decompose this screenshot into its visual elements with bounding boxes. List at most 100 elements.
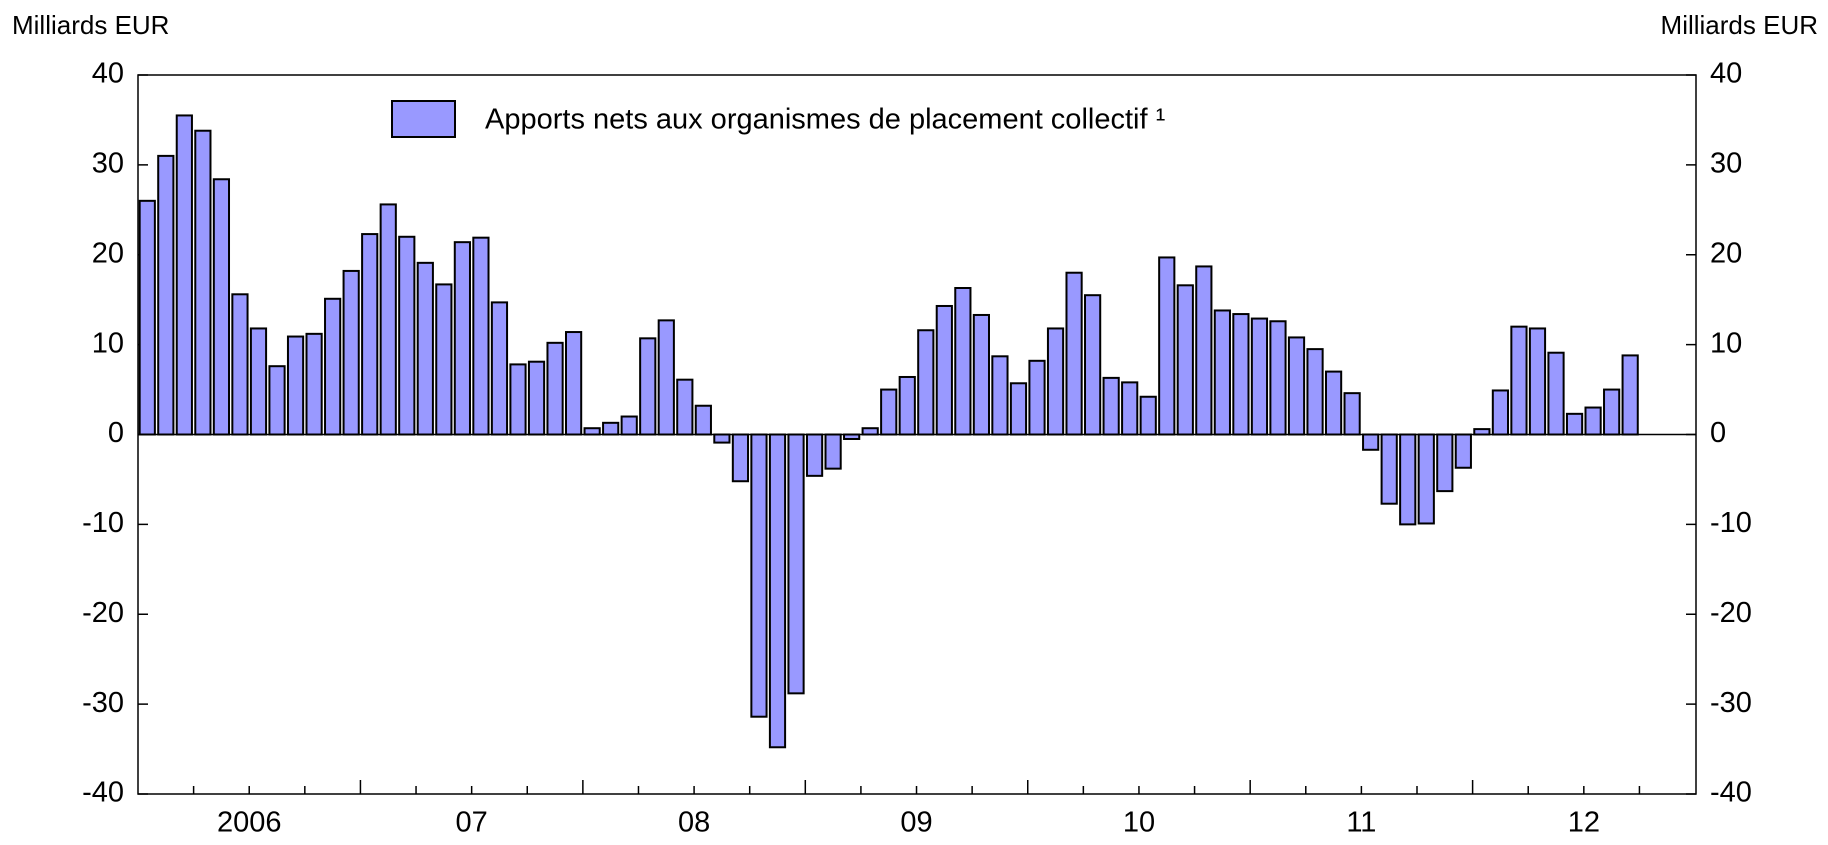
y-tick-label: -30 — [82, 687, 124, 719]
bar — [991, 355, 1009, 436]
bar — [472, 236, 490, 436]
bar — [1417, 433, 1435, 525]
bar — [1324, 370, 1343, 436]
y2-tick-label: 0 — [1710, 417, 1726, 449]
y-tick-label: -20 — [82, 597, 124, 629]
y2-axis-label: Milliards EUR — [1661, 10, 1818, 40]
bar — [1195, 265, 1213, 436]
bar — [565, 331, 583, 436]
bar — [1065, 271, 1083, 436]
bar — [1287, 336, 1306, 436]
bar — [1306, 348, 1324, 436]
bar — [1399, 433, 1417, 526]
bar — [1139, 395, 1157, 436]
legend-label: Apports nets aux organismes de placement… — [485, 104, 1166, 136]
bar — [324, 297, 342, 436]
legend-swatch — [391, 100, 456, 138]
bar — [1584, 406, 1602, 436]
bar — [416, 261, 434, 436]
bar — [1250, 317, 1269, 436]
y-tick-label: 40 — [92, 58, 124, 90]
bar — [787, 433, 805, 695]
bar — [898, 375, 916, 436]
bar — [1232, 313, 1250, 436]
bar — [1343, 392, 1361, 436]
y2-tick-label: 10 — [1710, 327, 1742, 359]
bar — [361, 233, 379, 436]
bar — [935, 304, 953, 436]
bar — [824, 433, 842, 470]
bar — [212, 178, 231, 436]
bar — [342, 269, 360, 436]
bar — [1121, 381, 1139, 436]
y-tick-label: 10 — [92, 327, 124, 359]
bar — [1009, 382, 1028, 436]
bar — [1491, 389, 1510, 436]
y-axis-label: Milliards EUR — [12, 10, 169, 40]
bar — [861, 427, 879, 436]
bar — [1213, 309, 1231, 436]
y2-tick-label: -20 — [1710, 597, 1752, 629]
y2-tick-label: 20 — [1710, 237, 1742, 269]
bar — [731, 433, 750, 483]
y2-tick-label: 30 — [1710, 148, 1742, 180]
bar — [1603, 388, 1621, 436]
bar — [880, 388, 898, 436]
bar — [509, 363, 527, 436]
y-tick-label: 0 — [108, 417, 124, 449]
x-tick-label: 2006 — [217, 807, 282, 839]
bar — [805, 433, 824, 477]
bar — [435, 283, 453, 436]
x-tick-label: 09 — [900, 807, 932, 839]
bar — [750, 433, 768, 718]
x-tick-label: 08 — [678, 807, 710, 839]
bar — [1547, 351, 1565, 436]
y2-tick-label: -30 — [1710, 687, 1752, 719]
bar — [1454, 433, 1472, 469]
bar — [1269, 320, 1287, 436]
bar — [1473, 428, 1491, 436]
bar — [1102, 376, 1120, 436]
bar — [490, 301, 509, 436]
y-tick-label: 20 — [92, 237, 124, 269]
bar — [268, 365, 286, 436]
bar — [1380, 433, 1398, 505]
x-tick-label: 12 — [1568, 807, 1600, 839]
bar — [1176, 284, 1194, 436]
bar — [602, 421, 620, 436]
bar — [231, 293, 249, 436]
bar — [398, 235, 416, 436]
y2-tick-label: 40 — [1710, 58, 1742, 90]
bar — [713, 433, 731, 444]
y2-tick-label: -40 — [1710, 777, 1752, 809]
bar — [1436, 433, 1454, 493]
bar — [657, 319, 675, 436]
bar — [175, 114, 193, 436]
bar — [1565, 412, 1584, 436]
bar — [194, 129, 212, 436]
bar — [305, 332, 323, 436]
y-tick-label: -10 — [82, 507, 124, 539]
bar — [1621, 354, 1639, 436]
bar — [954, 287, 972, 436]
bar — [768, 433, 787, 749]
bar — [249, 327, 268, 436]
bar — [583, 427, 601, 436]
bar — [138, 199, 156, 436]
bar — [639, 337, 657, 436]
bar — [676, 378, 694, 436]
bar — [1510, 325, 1528, 436]
x-tick-label: 07 — [456, 807, 488, 839]
bar — [1158, 256, 1176, 436]
y2-tick-label: -10 — [1710, 507, 1752, 539]
bar — [286, 335, 305, 436]
x-tick-label: 11 — [1346, 807, 1376, 839]
bar — [1528, 327, 1547, 436]
bar — [694, 404, 712, 436]
bar — [1028, 359, 1046, 436]
bar — [1084, 294, 1102, 436]
bar — [972, 313, 990, 436]
bar — [453, 241, 471, 436]
